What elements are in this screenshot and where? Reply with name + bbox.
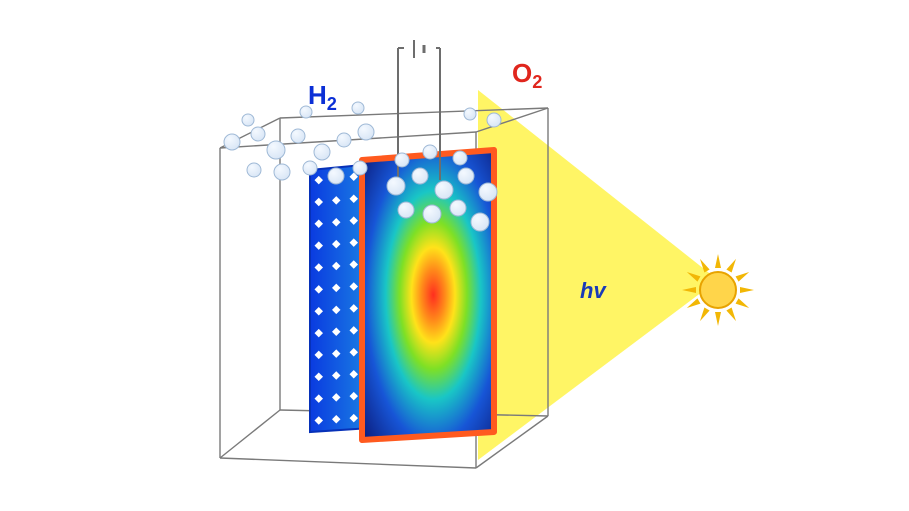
gas-bubble — [328, 168, 344, 184]
h2-label: H2 — [308, 80, 337, 115]
box-edge — [220, 458, 476, 468]
gas-bubble — [291, 129, 305, 143]
photo-electrode — [362, 150, 494, 440]
gas-bubble — [471, 213, 489, 231]
gas-bubble — [453, 151, 467, 165]
gas-bubble — [464, 108, 476, 120]
gas-bubble — [450, 200, 466, 216]
gas-bubble — [303, 161, 317, 175]
scene-svg — [0, 0, 909, 511]
hv-label: hv — [580, 278, 606, 304]
box-edge — [220, 410, 280, 458]
gas-bubble — [337, 133, 351, 147]
gas-bubble — [458, 168, 474, 184]
gas-bubble — [314, 144, 330, 160]
gas-bubble — [242, 114, 254, 126]
gas-bubble — [224, 134, 240, 150]
gas-bubble — [352, 102, 364, 114]
gas-bubble — [247, 163, 261, 177]
gas-bubble — [274, 164, 290, 180]
gas-bubble — [435, 181, 453, 199]
gas-bubble — [423, 205, 441, 223]
gas-bubble — [395, 153, 409, 167]
gas-bubble — [398, 202, 414, 218]
light-cone — [478, 90, 718, 460]
gas-bubble — [267, 141, 285, 159]
gas-bubble — [387, 177, 405, 195]
gas-bubble — [353, 161, 367, 175]
diagram-root: H2 O2 hv — [0, 0, 909, 511]
gas-bubble — [412, 168, 428, 184]
gas-bubble — [479, 183, 497, 201]
gas-bubble — [358, 124, 374, 140]
gas-bubble — [423, 145, 437, 159]
gas-bubble — [487, 113, 501, 127]
gas-bubble — [251, 127, 265, 141]
o2-label: O2 — [512, 58, 542, 93]
